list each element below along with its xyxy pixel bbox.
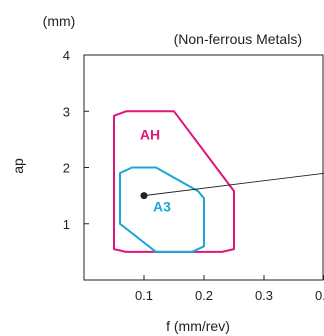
y-ticks: 1 2 3 4 [63,48,89,232]
region-a3 [119,166,205,253]
x-tick-label: 0.1 [135,288,153,303]
x-tick-label: 0.4 [315,288,324,303]
region-ah [113,110,235,253]
x-ticks: 0.1 0.2 0.3 0.4 [135,275,324,303]
y-unit-label: (mm) [43,13,76,29]
y-tick-label: 4 [63,48,70,63]
y-tick-label: 3 [63,104,70,119]
x-tick-label: 0.3 [255,288,273,303]
y-tick-label: 1 [63,217,70,232]
x-tick-label: 0.2 [195,288,213,303]
leader-line [143,172,324,197]
leader [143,172,324,197]
recommended-point [140,192,148,200]
x-axis-label: f (mm/rev) [166,318,230,334]
region-label-a3: A3 [153,198,171,214]
y-tick-label: 2 [63,161,70,176]
regions: AH A3 [113,110,235,253]
chart-title: (Non-ferrous Metals) [174,31,302,47]
region-label-ah: AH [140,126,160,142]
points [140,192,148,200]
y-axis-label: ap [10,158,26,174]
